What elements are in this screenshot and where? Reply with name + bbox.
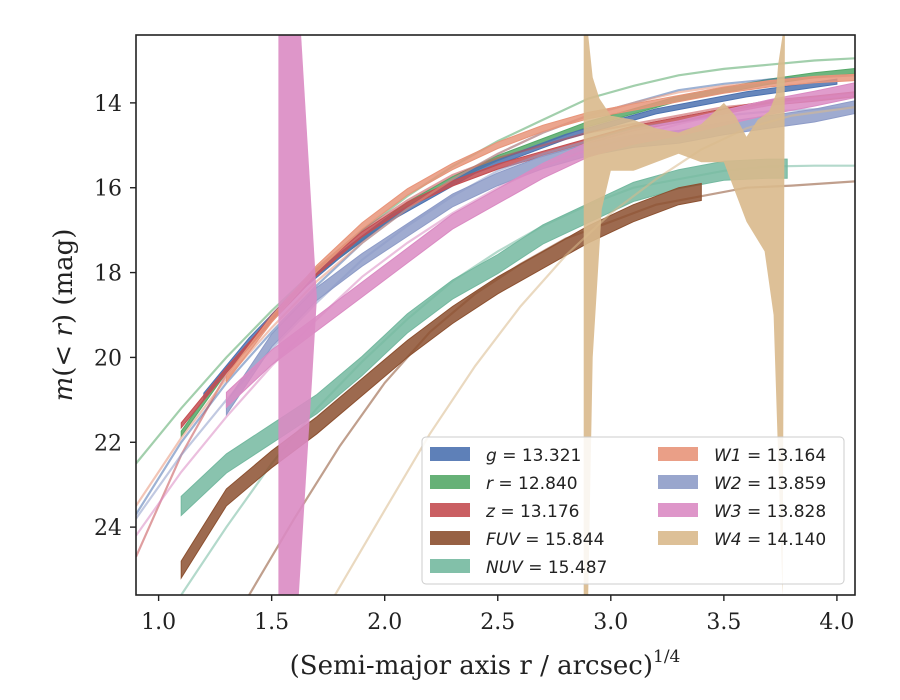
legend-box	[421, 436, 845, 585]
legend-label-w2: W2 = 13.859	[714, 474, 826, 494]
z-profile-band	[180, 91, 855, 430]
legend-swatch-w4	[658, 531, 698, 545]
legend-swatch-fuv	[430, 531, 470, 545]
x-axis-title: (Semi-major axis r / arcsec)1/4	[290, 647, 681, 681]
plot-frame	[135, 34, 856, 596]
legend-swatch-r	[430, 475, 470, 489]
x-tick-label: 2.5	[480, 610, 515, 635]
legend-swatch-w2	[658, 475, 698, 489]
fuv-profile-band	[180, 182, 702, 580]
y-tick-label: 18	[94, 262, 122, 287]
y-tick-label: 16	[94, 177, 122, 202]
x-tick-label: 3.5	[706, 610, 741, 635]
y-tick-label: 14	[94, 92, 122, 117]
nuv-profile-band	[180, 158, 788, 517]
w4-profile-spike	[583, 35, 785, 595]
legend-swatch-z	[430, 503, 470, 517]
legend-swatch-w1	[658, 447, 698, 461]
legend: g = 13.321 r = 12.840 z = 13.176 FUV = 15.8…	[421, 436, 845, 585]
y-axis-title: m(< r) (mag)	[49, 229, 79, 402]
x-tick-label: 2.0	[367, 610, 402, 635]
legend-label-w4: W4 = 14.140	[714, 530, 826, 550]
legend-label-nuv: NUV = 15.487	[486, 558, 607, 578]
x-tick-label: 4.0	[819, 610, 854, 635]
legend-label-g: g = 13.321	[486, 446, 581, 466]
w2-profile-band	[225, 100, 855, 417]
legend-label-fuv: FUV = 15.844	[486, 530, 604, 550]
w1-profile-band	[225, 73, 855, 384]
w3-profile-spike	[278, 35, 317, 595]
series-layer	[136, 35, 855, 595]
y-tick-label: 22	[94, 431, 122, 456]
legend-label-w3: W3 = 13.828	[714, 502, 826, 522]
axes-layer: 1.0 1.5 2.0 2.5 3.0 3.5 4.0 14 16 18 20 22 24	[94, 92, 854, 635]
legend-swatch-w3	[658, 503, 698, 517]
legend-label-w1: W1 = 13.164	[714, 446, 826, 466]
x-tick-label: 1.0	[141, 610, 176, 635]
y-tick-label: 20	[94, 346, 122, 371]
x-tick-label: 3.0	[593, 610, 628, 635]
legend-swatch-g	[430, 447, 470, 461]
legend-swatch-nuv	[430, 559, 470, 573]
legend-label-r: r = 12.840	[486, 474, 578, 494]
r-model-curve	[136, 57, 855, 465]
w3-profile-band	[225, 82, 855, 409]
x-tick-label: 1.5	[254, 610, 289, 635]
y-tick-label: 24	[94, 516, 122, 541]
legend-label-z: z = 13.176	[485, 502, 579, 522]
